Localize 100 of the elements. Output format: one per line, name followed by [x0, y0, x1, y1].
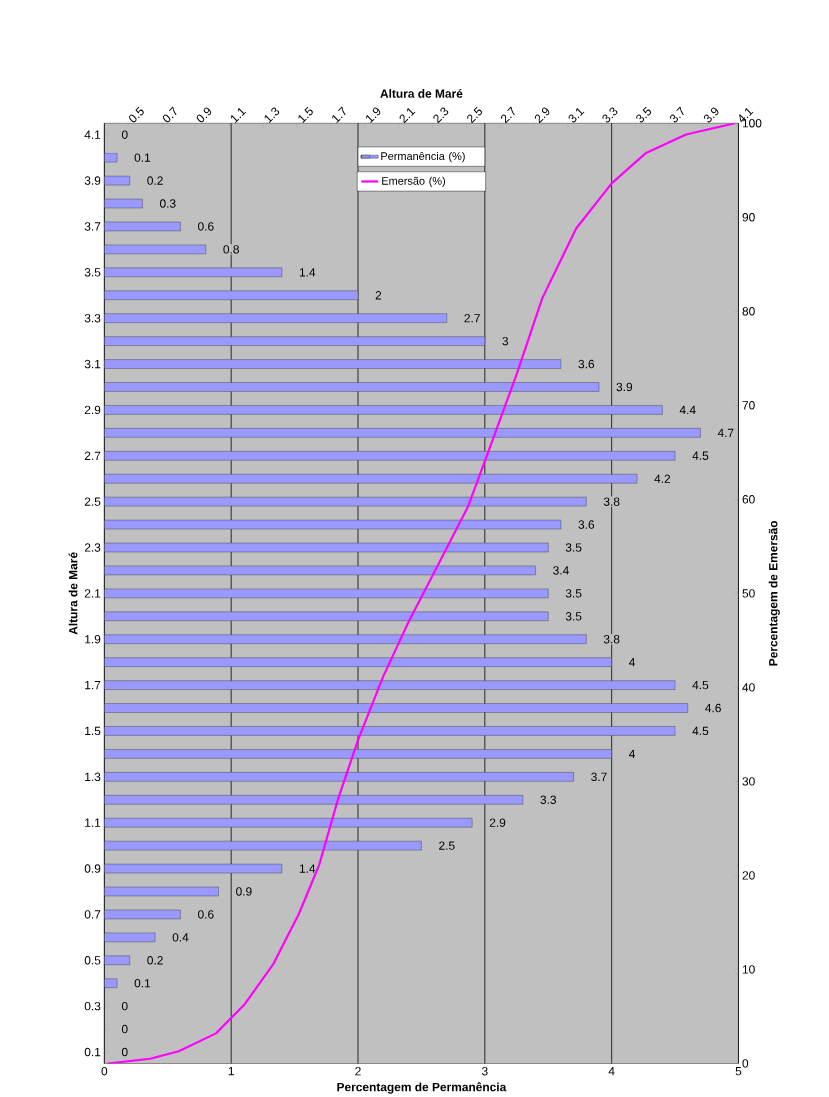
bar [104, 772, 574, 782]
data-label: 2.9 [489, 818, 506, 827]
bar [104, 726, 676, 736]
data-label: 0.6 [198, 222, 214, 231]
data-label: 2.7 [464, 314, 480, 323]
data-label: 0.6 [198, 910, 214, 919]
x-tick-label: 3.7 [670, 106, 684, 123]
data-label: 4.4 [679, 405, 696, 415]
bar [104, 267, 283, 277]
data-label: 3.5 [565, 543, 582, 552]
data-label: 4.6 [705, 703, 721, 713]
y-axis-title: Percentagem de Emersão [768, 520, 780, 666]
x-tick-label: 2.9 [534, 107, 550, 124]
data-label: 3.5 [565, 589, 582, 598]
bar [104, 565, 536, 576]
y-tick-label: 80 [742, 307, 755, 316]
data-label: 1.4 [299, 268, 316, 277]
x-axis-title: Altura de Maré [380, 88, 463, 98]
bar [104, 703, 688, 713]
x-axis-title: Percentagem de Permanência [337, 1082, 507, 1094]
y-tick-label: 40 [742, 683, 755, 692]
data-label: 3.5 [565, 612, 582, 621]
x-tick-label: 3 [482, 1067, 488, 1076]
bar [104, 611, 549, 621]
data-label: 4.5 [692, 451, 709, 460]
data-label: 3.8 [603, 497, 620, 506]
y-tick-label: 3.3 [84, 313, 101, 323]
x-tick-label: 2 [355, 1067, 361, 1076]
y-tick-label: 60 [742, 495, 755, 504]
y-tick-label: 30 [742, 777, 755, 786]
bar [104, 152, 118, 163]
data-label: 0.4 [172, 933, 189, 942]
x-tick-label: 1.5 [298, 106, 313, 123]
bar [104, 198, 143, 209]
y-tick-label: 3.1 [84, 359, 101, 369]
y-tick-label: 0.1 [84, 1047, 101, 1057]
data-label: 2.5 [439, 841, 455, 850]
y-tick-label: 3.9 [84, 176, 101, 185]
bar [104, 313, 448, 323]
data-label: 0.1 [134, 153, 151, 162]
bar [104, 405, 663, 415]
bar [104, 588, 549, 599]
y-tick-label: 3.5 [84, 268, 101, 277]
x-tick-label: 1.3 [264, 107, 280, 124]
data-label: 3.7 [591, 772, 607, 782]
y-tick-label: 2.9 [84, 405, 101, 415]
y-tick-label: 70 [742, 401, 755, 410]
y-tick-label: 20 [742, 871, 755, 880]
bar [104, 680, 676, 690]
legend-label: Emersão (%) [382, 176, 446, 187]
y-tick-label: 0 [742, 1059, 749, 1068]
y-tick-label: 0.9 [84, 864, 101, 873]
x-tick-label: 0 [101, 1067, 108, 1076]
bar [104, 382, 600, 392]
y-tick-label: 0.5 [84, 956, 101, 965]
y-tick-label: 2.1 [84, 589, 101, 598]
bar [104, 886, 219, 897]
data-label: 4.2 [654, 474, 671, 483]
bar [104, 978, 118, 988]
data-label: 3.9 [616, 382, 633, 392]
legend-label: Permanência (%) [381, 151, 465, 163]
y-tick-label: 1.1 [85, 818, 101, 827]
bar [104, 634, 587, 644]
y-tick-label: 0.3 [84, 1001, 101, 1011]
data-label: 0.1 [134, 979, 151, 988]
bar [104, 932, 156, 943]
line-series [106, 123, 737, 1064]
data-label: 3.3 [540, 795, 557, 804]
x-tick-label: 1.1 [230, 107, 247, 124]
bar [104, 657, 612, 667]
bar [104, 542, 549, 553]
y-tick-label: 1.9 [85, 635, 101, 644]
data-label: 4.5 [692, 680, 709, 690]
data-label: 0 [121, 130, 128, 139]
bar [104, 290, 359, 300]
data-label: 0.2 [147, 956, 163, 965]
bar [104, 909, 181, 920]
data-label: 3.6 [578, 359, 595, 369]
data-label: 0 [121, 1024, 128, 1034]
data-label: 0.3 [160, 199, 176, 208]
data-label: 0 [121, 1001, 128, 1011]
y-tick-label: 3.7 [84, 222, 101, 231]
bar [104, 795, 524, 805]
bar [104, 955, 130, 965]
bar [104, 336, 486, 346]
x-tick-label: 2.5 [467, 106, 483, 124]
x-tick-label: 0.5 [129, 106, 144, 123]
x-tick-label: 2.1 [399, 108, 416, 124]
bar [104, 840, 422, 851]
data-label: 0 [121, 1047, 128, 1057]
y-tick-label: 0.7 [84, 910, 101, 919]
data-label: 3.6 [578, 520, 595, 529]
bar [104, 451, 676, 461]
x-tick-label: 2.7 [501, 106, 515, 124]
data-label: 0.9 [236, 887, 252, 896]
x-tick-label: 1.7 [332, 106, 346, 124]
x-tick-label: 3.9 [703, 107, 719, 123]
data-label: 0.8 [223, 245, 240, 254]
bar [104, 863, 283, 874]
x-tick-label: 0.9 [196, 107, 212, 123]
